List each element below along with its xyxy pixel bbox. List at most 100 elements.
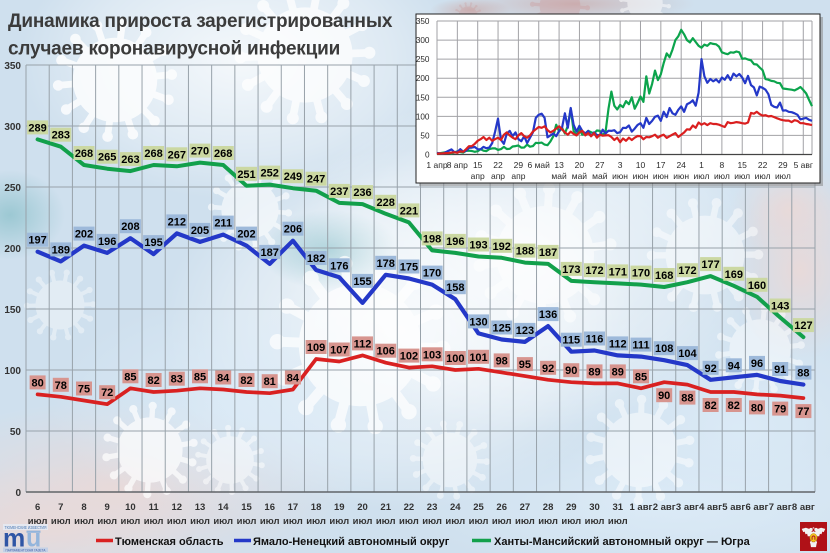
svg-text:195: 195 (144, 237, 162, 249)
svg-text:170: 170 (423, 268, 441, 280)
svg-text:92: 92 (704, 363, 716, 375)
svg-text:158: 158 (446, 282, 464, 294)
svg-text:236: 236 (353, 187, 371, 199)
svg-text:июл: июл (97, 516, 117, 527)
svg-text:88: 88 (797, 368, 809, 380)
svg-text:100: 100 (4, 366, 21, 377)
svg-text:173: 173 (562, 264, 580, 276)
svg-text:95: 95 (519, 359, 531, 371)
svg-text:апр: апр (511, 171, 525, 181)
svg-text:июл: июл (283, 516, 303, 527)
svg-text:июл: июл (190, 516, 210, 527)
svg-text:187: 187 (539, 247, 557, 259)
svg-text:100: 100 (416, 112, 430, 121)
svg-text:200: 200 (4, 244, 21, 255)
svg-text:206: 206 (284, 224, 302, 236)
svg-text:июл: июл (121, 516, 141, 527)
svg-text:221: 221 (400, 205, 418, 217)
svg-text:192: 192 (493, 241, 511, 253)
svg-text:24: 24 (450, 502, 461, 513)
svg-text:13: 13 (554, 160, 564, 170)
svg-text:6 май: 6 май (527, 160, 550, 170)
svg-text:92: 92 (542, 363, 554, 375)
svg-text:16: 16 (264, 502, 275, 513)
svg-text:130: 130 (469, 316, 487, 328)
svg-text:77: 77 (797, 406, 809, 418)
svg-text:июл: июл (74, 516, 94, 527)
svg-text:85: 85 (635, 371, 647, 383)
svg-text:4 авг: 4 авг (699, 502, 722, 513)
svg-text:29: 29 (566, 502, 577, 513)
svg-text:июл: июл (445, 516, 465, 527)
svg-text:Ханты-Мансийский автономный ок: Ханты-Мансийский автономный округ — Югра (494, 536, 751, 548)
svg-text:22: 22 (493, 160, 503, 170)
svg-text:5 авг: 5 авг (794, 160, 813, 170)
svg-text:106: 106 (377, 346, 395, 358)
svg-text:187: 187 (261, 247, 279, 259)
svg-text:80: 80 (751, 402, 763, 414)
svg-text:268: 268 (144, 148, 162, 160)
svg-text:263: 263 (121, 154, 139, 166)
svg-text:252: 252 (261, 168, 279, 180)
svg-text:228: 228 (377, 197, 395, 209)
svg-text:107: 107 (330, 345, 348, 357)
svg-text:23: 23 (427, 502, 438, 513)
svg-text:78: 78 (55, 380, 67, 392)
svg-text:89: 89 (612, 366, 624, 378)
svg-text:101: 101 (469, 352, 487, 364)
svg-text:168: 168 (655, 270, 673, 282)
svg-text:82: 82 (147, 375, 159, 387)
svg-text:84: 84 (217, 373, 230, 385)
svg-text:81: 81 (264, 376, 276, 388)
svg-text:ПАРЛАМЕНТСКАЯ ГАЗЕТА: ПАРЛАМЕНТСКАЯ ГАЗЕТА (6, 547, 46, 552)
svg-text:июл: июл (775, 171, 791, 181)
svg-text:84: 84 (287, 373, 300, 385)
svg-text:10: 10 (636, 160, 646, 170)
svg-text:247: 247 (307, 174, 325, 186)
svg-text:15: 15 (737, 160, 747, 170)
svg-text:109: 109 (307, 342, 325, 354)
svg-text:июл: июл (694, 171, 710, 181)
svg-text:116: 116 (586, 334, 604, 346)
svg-text:14: 14 (218, 502, 229, 513)
svg-text:июл: июл (376, 516, 396, 527)
svg-text:85: 85 (124, 371, 136, 383)
svg-text:июл: июл (422, 516, 442, 527)
svg-text:268: 268 (214, 148, 232, 160)
svg-text:22: 22 (758, 160, 768, 170)
svg-text:июл: июл (353, 516, 373, 527)
svg-text:m: m (3, 525, 25, 553)
svg-text:202: 202 (75, 229, 93, 241)
svg-text:250: 250 (4, 183, 21, 194)
svg-text:июл: июл (167, 516, 187, 527)
svg-text:125: 125 (493, 323, 511, 335)
svg-text:123: 123 (516, 325, 534, 337)
svg-text:11: 11 (149, 502, 160, 513)
svg-text:150: 150 (4, 305, 21, 316)
svg-text:26: 26 (496, 502, 507, 513)
svg-text:178: 178 (377, 258, 395, 270)
svg-text:103: 103 (423, 349, 441, 361)
svg-text:267: 267 (168, 149, 186, 161)
svg-text:май: май (572, 171, 588, 181)
svg-text:100: 100 (446, 353, 464, 365)
svg-text:175: 175 (400, 262, 418, 274)
svg-text:104: 104 (678, 348, 697, 360)
svg-text:177: 177 (701, 259, 719, 271)
svg-text:108: 108 (655, 343, 673, 355)
svg-text:80: 80 (31, 377, 43, 389)
svg-text:июл: июл (399, 516, 419, 527)
svg-text:3 авг: 3 авг (676, 502, 699, 513)
svg-text:июл: июл (515, 516, 535, 527)
svg-text:79: 79 (774, 404, 786, 416)
svg-text:июл: июл (28, 516, 48, 527)
svg-text:170: 170 (632, 268, 650, 280)
svg-text:212: 212 (168, 216, 186, 228)
svg-text:155: 155 (353, 276, 371, 288)
svg-text:июл: июл (51, 516, 71, 527)
svg-text:75: 75 (78, 384, 90, 396)
svg-text:апр: апр (491, 171, 505, 181)
svg-text:300: 300 (416, 36, 430, 45)
svg-text:2 авг: 2 авг (653, 502, 676, 513)
svg-text:265: 265 (98, 152, 116, 164)
